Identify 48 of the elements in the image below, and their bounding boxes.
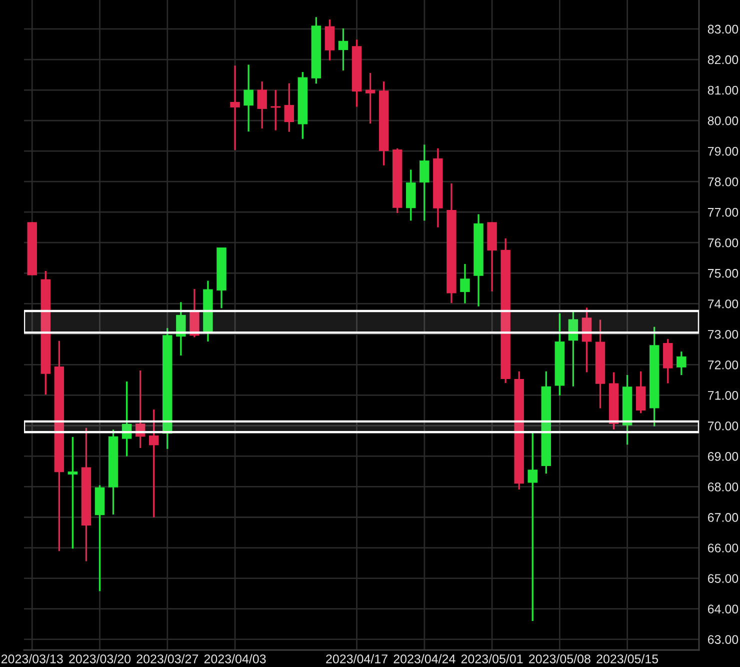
y-tick-label: 72.00 [708,360,738,370]
y-tick-label: 79.00 [708,146,738,156]
y-tick-label: 68.00 [708,482,738,492]
y-tick-label: 75.00 [708,268,738,278]
y-tick-label: 67.00 [708,513,738,522]
candlestick [190,288,200,338]
y-tick-label: 71.00 [708,390,738,400]
candlestick [135,370,146,449]
x-tick-label: 2023/04/17 [326,654,388,664]
candlestick [338,28,348,72]
candlestick [676,350,686,376]
y-tick-label: 81.00 [708,86,738,95]
candlestick [270,89,280,132]
candlestick [528,430,538,622]
y-tick-label: 82.00 [708,55,738,64]
x-tick-label: 2023/05/15 [596,654,658,664]
y-tick-label: 74.00 [708,299,738,308]
x-tick-label: 2023/04/24 [394,654,456,664]
candlestick [568,311,578,388]
y-tick-label: 77.00 [708,208,738,217]
x-tick-label: 2023/04/03 [204,654,266,664]
y-tick-label: 66.00 [708,544,738,552]
y-tick-label: 63.00 [708,635,738,644]
x-tick-label: 2023/05/01 [461,654,523,664]
x-tick-label: 2023/03/20 [69,654,131,664]
y-tick-label: 73.00 [708,330,738,339]
y-tick-label: 80.00 [708,116,738,126]
y-tick-label: 70.00 [708,422,738,430]
candlestick [284,82,294,133]
candlestick [420,144,430,222]
y-tick-label: 64.00 [708,604,738,614]
y-tick-label: 83.00 [708,24,738,34]
y-tick-label: 76.00 [708,238,738,248]
x-tick-label: 2023/05/08 [529,654,590,664]
x-tick-label: 2023/03/27 [136,654,198,664]
candlestick [68,436,78,550]
candlestick [230,64,240,151]
y-tick-label: 78.00 [708,177,738,186]
candlestick [460,263,470,304]
y-tick-label: 65.00 [708,574,738,583]
candlestick [365,72,376,124]
x-tick-label: 2023/03/13 [1,654,63,664]
candlestick [176,301,186,356]
candlestick [148,408,159,518]
y-tick-label: 69.00 [708,452,738,461]
candlestick [244,64,254,132]
candlestick [122,380,132,458]
candlestick [257,80,267,130]
